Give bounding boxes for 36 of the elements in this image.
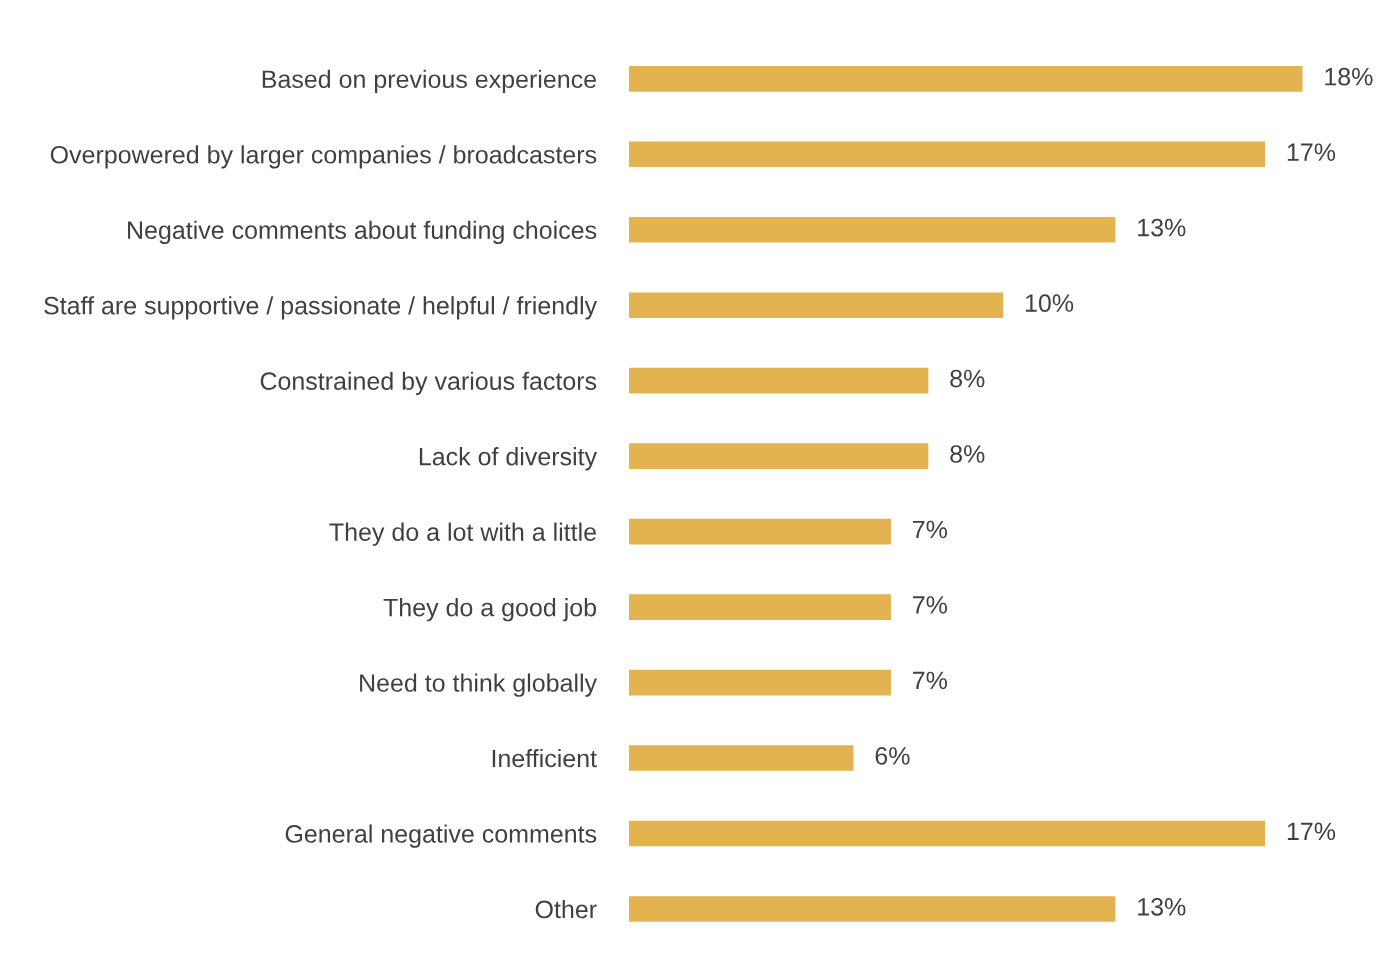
y-tick-label: Negative comments about funding choices (128, 220, 597, 244)
y-tick-label: Inefficient (492, 748, 597, 768)
data-label: 10% (1025, 294, 1074, 312)
bar (629, 292, 1004, 319)
y-tick-label: Lack of diversity (419, 447, 598, 471)
data-label: 18% (1325, 67, 1373, 86)
y-tick-label: Staff are supportive / passionate / helpful / friendly (44, 296, 598, 320)
data-label: 7% (913, 596, 948, 614)
data-label: 7% (913, 520, 948, 539)
y-tick-label: Constrained by various factors (260, 371, 597, 395)
data-label: 17% (1287, 143, 1336, 161)
bar (629, 896, 1116, 922)
y-tick-label: They do a good job (383, 598, 597, 622)
y-tick-label: General negative comments (285, 824, 597, 848)
data-label: 17% (1287, 822, 1336, 841)
bar (629, 669, 891, 696)
data-label: 13% (1138, 897, 1186, 916)
data-label: 8% (950, 369, 985, 388)
bar (629, 820, 1266, 847)
y-tick-label: They do a lot with a little (329, 522, 596, 546)
y-tick-label: Based on previous experience (262, 69, 596, 94)
y-tick-label: Overpowered by larger companies / broadcasters (50, 145, 597, 169)
bar (629, 443, 929, 469)
bar (629, 745, 854, 771)
data-label: 8% (950, 445, 985, 463)
y-tick-label: Need to think globally (360, 673, 598, 697)
bar (629, 65, 1303, 92)
data-label: 7% (913, 671, 948, 690)
bar (629, 216, 1116, 243)
data-label: 6% (875, 747, 910, 765)
bar (629, 518, 891, 545)
y-tick-label: Other (535, 899, 597, 919)
bar (629, 141, 1266, 168)
data-label: 13% (1138, 218, 1186, 237)
bar (629, 594, 891, 620)
bar (629, 367, 929, 394)
